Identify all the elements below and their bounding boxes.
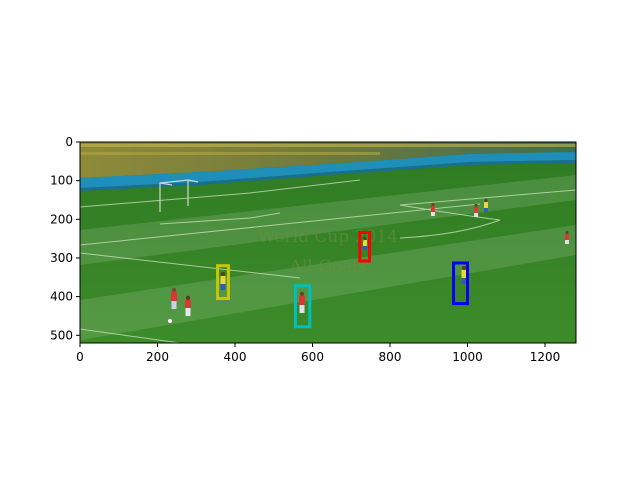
x-tick-label: 200 <box>146 350 169 364</box>
bounding-box <box>293 284 312 329</box>
watermark-line-1: World Cup 2014 <box>258 227 398 247</box>
x-tick-label: 1000 <box>452 350 483 364</box>
x-tick-label: 800 <box>379 350 402 364</box>
player <box>431 202 435 216</box>
x-tick-label: 1200 <box>530 350 561 364</box>
player <box>484 198 488 212</box>
player <box>474 203 478 217</box>
y-tick-label: 300 <box>50 251 73 265</box>
player <box>185 295 191 316</box>
player <box>299 291 305 313</box>
pitch-lines <box>80 179 576 343</box>
y-tick-label: 100 <box>50 174 73 188</box>
bounding-box <box>452 261 469 306</box>
soccer-match-photo: World Cup 2014 All Goals <box>80 142 576 343</box>
ball <box>168 319 172 323</box>
y-tick-label: 0 <box>65 135 73 149</box>
players <box>168 198 569 323</box>
x-tick-label: 400 <box>224 350 247 364</box>
y-axis: 0 100 200 300 400 500 <box>50 135 80 342</box>
x-axis: 0 200 400 600 800 1000 1200 <box>76 343 560 364</box>
bounding-box <box>216 264 230 301</box>
y-tick-label: 200 <box>50 212 73 226</box>
player <box>565 230 569 244</box>
goal <box>159 179 199 212</box>
player <box>171 287 177 309</box>
y-tick-label: 400 <box>50 290 73 304</box>
crowd <box>80 142 576 178</box>
watermark-line-2: All Goals <box>289 257 367 277</box>
y-tick-label: 500 <box>50 328 73 342</box>
bounding-box <box>358 230 371 263</box>
player <box>220 272 226 290</box>
x-tick-label: 0 <box>76 350 84 364</box>
ad-boards <box>80 152 576 188</box>
player <box>461 266 467 284</box>
axes-frame <box>79 141 577 344</box>
x-tick-label: 600 <box>301 350 324 364</box>
bounding-boxes <box>216 230 469 329</box>
player <box>363 236 367 250</box>
